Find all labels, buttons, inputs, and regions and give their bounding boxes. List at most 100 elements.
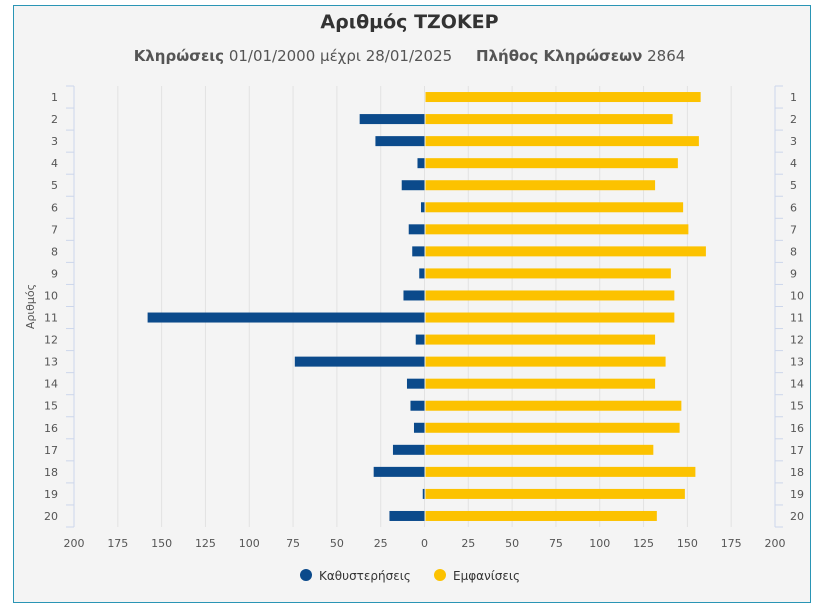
y-tick-label-left: 19 bbox=[44, 488, 58, 501]
bar-appearances bbox=[425, 180, 656, 191]
legend-item[interactable]: Εμφανίσεις bbox=[453, 569, 520, 583]
draws-label: Κληρώσεις bbox=[133, 47, 225, 65]
y-tick-label-left: 9 bbox=[51, 267, 58, 280]
x-tick-label: 75 bbox=[286, 537, 300, 550]
count-label: Πλήθος Κληρώσεων bbox=[476, 47, 643, 65]
bar-appearances bbox=[425, 334, 656, 345]
bar-appearances bbox=[425, 422, 680, 433]
bar-delays bbox=[389, 510, 425, 521]
bar-appearances bbox=[425, 356, 666, 367]
x-tick-label: 125 bbox=[633, 537, 654, 550]
y-tick-label-right: 7 bbox=[790, 223, 797, 236]
x-tick-label: 150 bbox=[151, 537, 172, 550]
bar-delays bbox=[359, 114, 425, 125]
y-tick-label-left: 8 bbox=[51, 245, 58, 258]
bar-appearances bbox=[425, 92, 701, 103]
y-tick-label-right: 13 bbox=[790, 356, 804, 369]
y-tick-label-right: 3 bbox=[790, 135, 797, 148]
bar-delays bbox=[417, 158, 425, 169]
bar-appearances bbox=[425, 510, 657, 521]
bar-appearances bbox=[425, 312, 675, 323]
bar-delays bbox=[147, 312, 425, 323]
bar-appearances bbox=[425, 268, 671, 279]
y-tick-label-right: 4 bbox=[790, 157, 797, 170]
y-tick-label-left: 2 bbox=[51, 113, 58, 126]
y-tick-label-left: 3 bbox=[51, 135, 58, 148]
x-tick-label: 100 bbox=[239, 537, 260, 550]
x-tick-label: 25 bbox=[461, 537, 475, 550]
draw-count: 2864 bbox=[647, 47, 686, 65]
x-tick-label: 25 bbox=[374, 537, 388, 550]
bar-delays bbox=[403, 290, 425, 301]
bar-appearances bbox=[425, 400, 682, 411]
legend-item[interactable]: Καθυστερήσεις bbox=[319, 569, 411, 583]
chart-container bbox=[13, 5, 811, 603]
bar-appearances bbox=[425, 136, 699, 147]
y-tick-label-left: 16 bbox=[44, 422, 58, 435]
y-tick-label-right: 12 bbox=[790, 334, 804, 347]
x-tick-label: 100 bbox=[589, 537, 610, 550]
bar-appearances bbox=[425, 466, 696, 477]
bar-appearances bbox=[425, 246, 706, 257]
x-tick-label: 0 bbox=[421, 537, 428, 550]
bar-delays bbox=[392, 444, 425, 455]
y-tick-label-right: 9 bbox=[790, 267, 797, 280]
x-tick-label: 75 bbox=[549, 537, 563, 550]
bar-appearances bbox=[425, 114, 673, 125]
y-axis-title: Αριθμός bbox=[24, 284, 37, 329]
y-tick-label-left: 12 bbox=[44, 334, 58, 347]
bar-delays bbox=[422, 488, 425, 499]
bar-appearances bbox=[425, 444, 654, 455]
y-tick-label-right: 1 bbox=[790, 91, 797, 104]
x-tick-label: 150 bbox=[677, 537, 698, 550]
x-tick-label: 200 bbox=[765, 537, 786, 550]
y-tick-label-right: 2 bbox=[790, 113, 797, 126]
x-tick-label: 50 bbox=[505, 537, 519, 550]
bar-delays bbox=[413, 422, 425, 433]
y-tick-label-left: 11 bbox=[44, 312, 58, 325]
chart-subtitle: Κληρώσεις 01/01/2000 μέχρι 28/01/2025 Πλ… bbox=[0, 47, 819, 65]
bar-delays bbox=[410, 400, 425, 411]
y-tick-label-right: 18 bbox=[790, 466, 804, 479]
y-tick-label-left: 15 bbox=[44, 400, 58, 413]
legend-marker-icon bbox=[434, 569, 446, 581]
y-tick-label-left: 20 bbox=[44, 510, 58, 523]
x-tick-label: 50 bbox=[330, 537, 344, 550]
legend-marker-icon bbox=[300, 569, 312, 581]
date-range: 01/01/2000 μέχρι 28/01/2025 bbox=[228, 47, 453, 65]
x-tick-label: 200 bbox=[64, 537, 85, 550]
bar-delays bbox=[375, 136, 425, 147]
y-tick-label-left: 6 bbox=[51, 201, 58, 214]
y-tick-label-right: 15 bbox=[790, 400, 804, 413]
bar-delays bbox=[419, 268, 425, 279]
bar-delays bbox=[401, 180, 425, 191]
y-tick-label-left: 14 bbox=[44, 378, 58, 391]
bar-delays bbox=[294, 356, 425, 367]
y-tick-label-left: 17 bbox=[44, 444, 58, 457]
bar-delays bbox=[420, 202, 425, 213]
y-tick-label-right: 14 bbox=[790, 378, 804, 391]
y-tick-label-right: 8 bbox=[790, 245, 797, 258]
bar-appearances bbox=[425, 290, 675, 301]
y-tick-label-left: 10 bbox=[44, 289, 58, 302]
y-tick-label-right: 10 bbox=[790, 289, 804, 302]
bar-delays bbox=[415, 334, 425, 345]
y-tick-label-right: 20 bbox=[790, 510, 804, 523]
y-tick-label-right: 11 bbox=[790, 312, 804, 325]
y-tick-label-left: 5 bbox=[51, 179, 58, 192]
bar-appearances bbox=[425, 158, 678, 169]
x-tick-label: 175 bbox=[107, 537, 128, 550]
x-tick-label: 175 bbox=[721, 537, 742, 550]
y-tick-label-left: 1 bbox=[51, 91, 58, 104]
y-tick-label-right: 17 bbox=[790, 444, 804, 457]
bar-appearances bbox=[425, 224, 689, 235]
y-tick-label-left: 18 bbox=[44, 466, 58, 479]
bar-appearances bbox=[425, 378, 656, 389]
y-tick-label-left: 4 bbox=[51, 157, 58, 170]
y-tick-label-right: 5 bbox=[790, 179, 797, 192]
bar-delays bbox=[412, 246, 425, 257]
y-tick-label-right: 19 bbox=[790, 488, 804, 501]
bar-appearances bbox=[425, 202, 684, 213]
chart-title: Αριθμός ΤΖΟΚΕΡ bbox=[320, 11, 499, 33]
